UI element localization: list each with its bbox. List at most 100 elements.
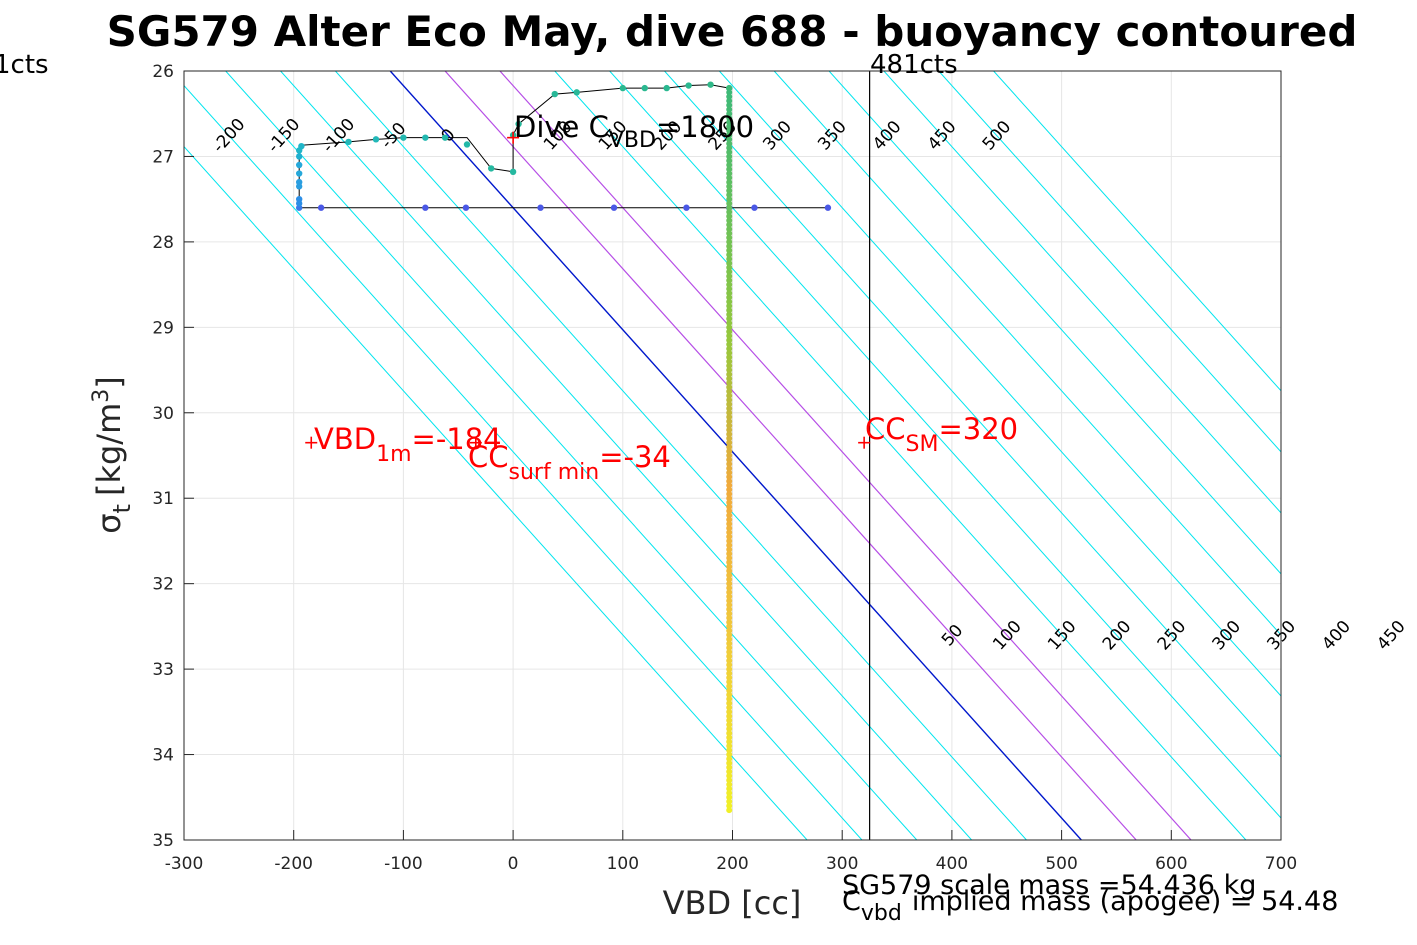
- column-point: [726, 674, 733, 681]
- column-point: [726, 106, 733, 113]
- column-point: [726, 649, 733, 656]
- column-point: [726, 238, 733, 245]
- column-point: [726, 631, 733, 638]
- column-point: [726, 503, 733, 510]
- column-point: [726, 439, 733, 446]
- column-point: [726, 751, 733, 758]
- data-point: [641, 84, 648, 92]
- data-point: [422, 204, 429, 211]
- contour-line: [664, 71, 1281, 758]
- column-point: [726, 85, 733, 92]
- column-point: [726, 273, 733, 280]
- column-point: [726, 277, 733, 284]
- column-point: [726, 764, 733, 771]
- column-point: [726, 166, 733, 173]
- column-point: [726, 161, 733, 168]
- column-point: [726, 217, 733, 224]
- column-point: [726, 807, 733, 814]
- y-tick-label: 34: [152, 746, 174, 766]
- right-limit-label: 481cts: [870, 50, 958, 80]
- column-point: [726, 666, 733, 673]
- column-point: [726, 606, 733, 613]
- x-tick-label: 700: [1265, 854, 1297, 874]
- data-point: [295, 170, 303, 177]
- column-point: [726, 537, 733, 544]
- column-point: [726, 627, 733, 634]
- data-point: [515, 120, 522, 128]
- contour-label: 450: [1373, 617, 1410, 655]
- column-point: [726, 713, 733, 720]
- column-point: [726, 221, 733, 228]
- data-point: [551, 90, 558, 98]
- column-point: [726, 354, 733, 361]
- column-point: [726, 384, 733, 391]
- column-point: [726, 422, 733, 429]
- column-point: [726, 302, 733, 309]
- column-point: [726, 97, 733, 104]
- data-point: [441, 134, 449, 141]
- mass-line-1: SG579 scale mass =54.436 kg: [842, 870, 1256, 901]
- column-point: [726, 499, 733, 506]
- column-point: [726, 559, 733, 566]
- column-point: [726, 332, 733, 339]
- column-point: [726, 486, 733, 493]
- column-point: [726, 102, 733, 109]
- column-point: [726, 580, 733, 587]
- column-point: [726, 230, 733, 237]
- column-point: [726, 341, 733, 348]
- data-point: [685, 82, 692, 89]
- column-point: [726, 443, 733, 450]
- column-point: [726, 320, 733, 327]
- column-point: [726, 337, 733, 344]
- column-point: [726, 144, 733, 151]
- column-point: [726, 448, 733, 455]
- column-point: [726, 555, 733, 562]
- column-point: [726, 572, 733, 579]
- column-point: [726, 311, 733, 318]
- column-point: [726, 375, 733, 382]
- column-point: [726, 371, 733, 378]
- column-point: [726, 461, 733, 468]
- y-tick-label: 33: [152, 660, 174, 680]
- x-tick-label: 400: [936, 854, 968, 874]
- data-point: [463, 141, 471, 148]
- column-point: [726, 290, 733, 297]
- data-point: [573, 89, 580, 96]
- column-point: [726, 798, 733, 805]
- column-point: [726, 755, 733, 762]
- dive-points: [295, 81, 832, 814]
- column-point: [726, 785, 733, 792]
- column-point: [726, 358, 733, 365]
- column-point: [726, 781, 733, 788]
- data-point: [345, 138, 352, 146]
- column-point: [726, 730, 733, 737]
- column-point: [726, 593, 733, 600]
- x-tick-label: 500: [1045, 854, 1077, 874]
- column-point: [726, 708, 733, 715]
- column-point: [726, 431, 733, 438]
- column-point: [726, 418, 733, 425]
- column-point: [726, 743, 733, 750]
- contour-line: [828, 71, 1281, 575]
- data-point: [295, 161, 303, 169]
- column-point: [726, 456, 733, 463]
- column-point: [726, 802, 733, 809]
- contour-line: [389, 71, 1082, 840]
- column-point: [726, 392, 733, 399]
- column-point: [726, 478, 733, 485]
- column-point: [726, 687, 733, 694]
- column-point: [726, 589, 733, 596]
- x-tick-label: -300: [165, 854, 204, 874]
- column-point: [726, 725, 733, 732]
- data-point: [707, 81, 714, 88]
- column-point: [726, 264, 733, 271]
- column-point: [726, 196, 733, 203]
- column-point: [726, 747, 733, 754]
- column-point: [726, 191, 733, 198]
- column-point: [726, 678, 733, 685]
- data-point: [751, 204, 758, 211]
- ccsm-annotation: CCSM=320: [865, 412, 1018, 457]
- column-point: [726, 614, 733, 621]
- contour-line: [184, 84, 863, 840]
- column-point: [726, 153, 733, 160]
